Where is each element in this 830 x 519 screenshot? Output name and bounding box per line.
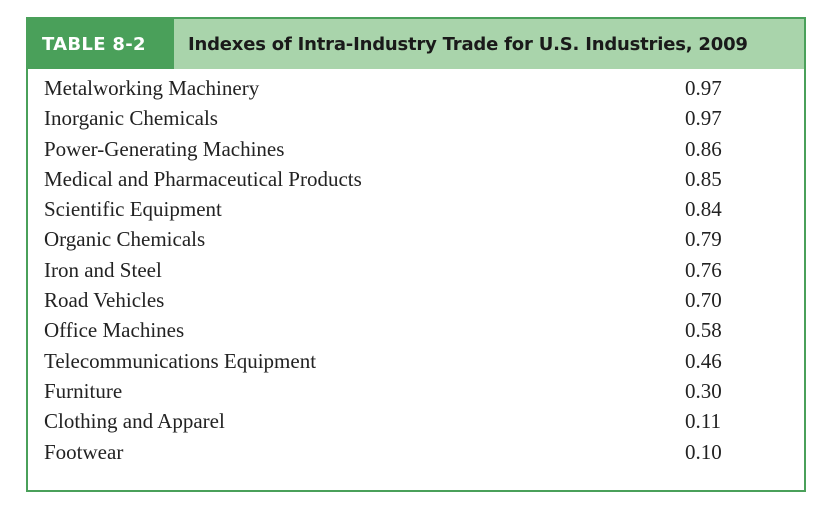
index-value: 0.76: [685, 257, 722, 282]
table-row: Iron and Steel 0.76: [28, 255, 804, 285]
index-value: 0.85: [685, 166, 722, 191]
industry-name: Clothing and Apparel: [44, 409, 225, 434]
table-row: Clothing and Apparel 0.11: [28, 406, 804, 436]
table-row: Office Machines 0.58: [28, 315, 804, 345]
index-value: 0.30: [685, 378, 722, 403]
industry-name: Organic Chemicals: [44, 227, 206, 252]
index-value: 0.84: [685, 197, 722, 222]
index-value: 0.86: [685, 136, 722, 161]
industry-name: Metalworking Machinery: [44, 76, 260, 100]
table-row: Inorganic Chemicals 0.97: [28, 103, 804, 133]
industry-name: Iron and Steel: [44, 257, 162, 282]
index-value: 0.70: [685, 288, 722, 313]
index-value: 0.10: [685, 439, 722, 464]
table-row: Power-Generating Machines 0.86: [28, 134, 804, 164]
industry-name: Inorganic Chemicals: [44, 106, 218, 131]
table-row: Road Vehicles 0.70: [28, 285, 804, 315]
table-title: Indexes of Intra-Industry Trade for U.S.…: [188, 33, 748, 55]
industry-name: Furniture: [44, 378, 123, 403]
data-table: TABLE 8-2 Indexes of Intra-Industry Trad…: [26, 17, 806, 492]
table-row: Organic Chemicals 0.79: [28, 224, 804, 254]
table-row: Telecommunications Equipment 0.46: [28, 346, 804, 376]
industry-name: Road Vehicles: [44, 288, 165, 313]
industry-name: Office Machines: [44, 318, 185, 343]
industry-name: Power-Generating Machines: [44, 136, 285, 161]
index-value: 0.11: [685, 409, 721, 434]
industry-name: Telecommunications Equipment: [44, 348, 317, 373]
index-value: 0.97: [685, 76, 722, 100]
industry-name: Footwear: [44, 439, 124, 464]
table-header: TABLE 8-2 Indexes of Intra-Industry Trad…: [28, 19, 804, 69]
table-row: Metalworking Machinery 0.97: [28, 73, 804, 103]
industry-name: Scientific Equipment: [44, 197, 222, 222]
index-value: 0.46: [685, 348, 722, 373]
table-row: Furniture 0.30: [28, 376, 804, 406]
table-row: Footwear 0.10: [28, 437, 804, 467]
table-row: Medical and Pharmaceutical Products 0.85: [28, 164, 804, 194]
index-value: 0.79: [685, 227, 722, 252]
table-body: Metalworking Machinery 0.97 Inorganic Ch…: [28, 73, 804, 467]
index-value: 0.97: [685, 106, 722, 131]
industry-name: Medical and Pharmaceutical Products: [44, 166, 362, 191]
index-value: 0.58: [685, 318, 722, 343]
table-number-label: TABLE 8-2: [28, 19, 174, 69]
table-row: Scientific Equipment 0.84: [28, 194, 804, 224]
